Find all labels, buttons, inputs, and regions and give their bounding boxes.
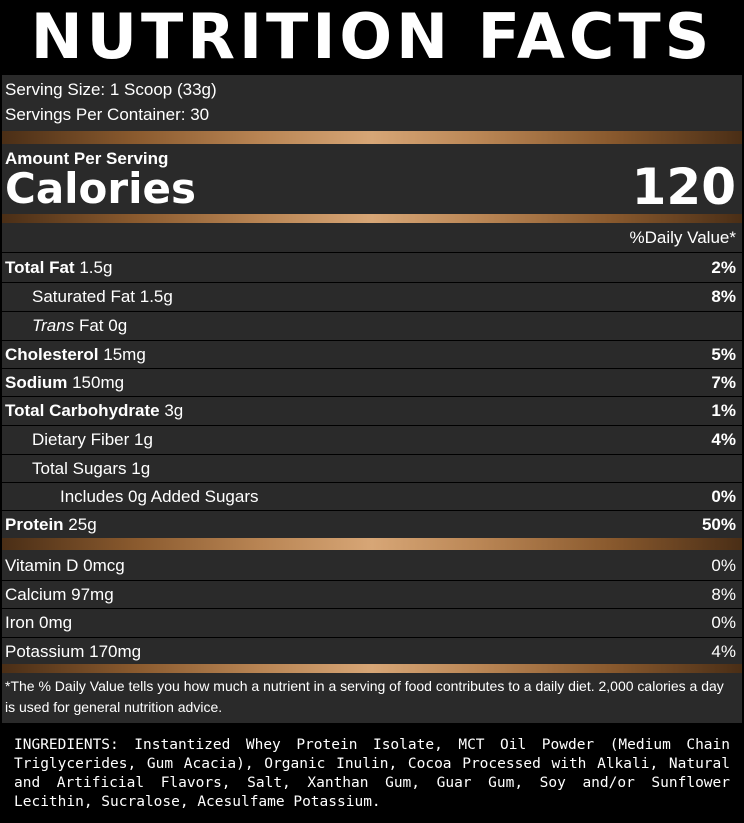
nutrient-name: Sodium — [5, 373, 68, 392]
nutrient-amount: 0g — [108, 316, 128, 335]
daily-value-header: %Daily Value* — [629, 228, 736, 247]
divider-line — [2, 425, 742, 426]
nutrient-dv: 7% — [711, 373, 736, 392]
divider-line — [2, 396, 742, 397]
nutrient-name: Total Fat — [5, 258, 75, 277]
nutrient-name: Dietary Fiber — [32, 430, 130, 449]
nutrient-dv: 4% — [711, 430, 736, 449]
nutrient-amount: 25g — [68, 515, 97, 534]
divider-line — [2, 454, 742, 455]
vitamin-dv: 4% — [711, 642, 736, 661]
page-title: NUTRITION FACTS — [30, 0, 714, 73]
nutrient-dv: 8% — [711, 287, 736, 306]
vitamin-amount: 170mg — [89, 642, 142, 661]
nutrient-row-saturated-fat: Saturated Fat 1.5g 8% — [2, 283, 742, 311]
divider-line — [2, 340, 742, 341]
vitamin-name: Potassium — [5, 642, 85, 661]
vitamin-name: Iron — [5, 613, 35, 632]
nutrient-amount: 150mg — [72, 373, 125, 392]
nutrient-name: Includes 0g Added Sugars — [60, 487, 259, 506]
nutrient-row-total-sugars: Total Sugars 1g — [2, 455, 742, 483]
vitamin-name: Calcium — [5, 585, 67, 604]
divider-bar — [2, 131, 742, 144]
vitamin-amount: 0mcg — [83, 556, 125, 575]
nutrient-amount: 1.5g — [79, 258, 113, 277]
amount-per-serving: Amount Per Serving — [5, 149, 169, 168]
vitamin-name: Vitamin D — [5, 556, 79, 575]
nutrient-dv: 5% — [711, 345, 736, 364]
nutrient-name: Cholesterol — [5, 345, 99, 364]
nutrient-name-italic: Trans — [32, 316, 75, 335]
nutrient-name: Protein — [5, 515, 64, 534]
nutrient-row-total-carbohydrate: Total Carbohydrate 3g 1% — [2, 397, 742, 425]
divider-line — [2, 311, 742, 312]
divider-line — [2, 580, 742, 581]
vitamin-dv: 8% — [711, 585, 736, 604]
vitamin-amount: 97mg — [71, 585, 114, 604]
nutrient-amount: 1g — [131, 459, 151, 478]
ingredients-list: INGREDIENTS: Instantized Whey Protein Is… — [14, 737, 730, 810]
nutrient-amount: 1.5g — [139, 287, 173, 306]
nutrient-row-sodium: Sodium 150mg 7% — [2, 369, 742, 397]
divider-bar — [2, 214, 742, 223]
calories-value: 120 — [631, 158, 736, 216]
serving-size: Serving Size: 1 Scoop (33g) — [5, 80, 217, 99]
nutrient-dv: 50% — [701, 515, 736, 534]
calories-label: Calories — [5, 164, 197, 213]
nutrient-row-trans-fat: Trans Fat 0g — [2, 312, 742, 340]
vitamin-row-calcium: Calcium 97mg 8% — [2, 581, 742, 609]
daily-value-footnote: *The % Daily Value tells you how much a … — [5, 678, 724, 715]
divider-line — [2, 282, 742, 283]
nutrient-row-dietary-fiber: Dietary Fiber 1g 4% — [2, 426, 742, 454]
nutrient-amount: 1g — [134, 430, 153, 449]
vitamin-dv: 0% — [711, 556, 736, 575]
nutrient-amount: 15mg — [103, 345, 146, 364]
divider-line — [2, 252, 742, 253]
nutrient-name: Total Sugars — [32, 459, 127, 478]
divider-line — [2, 637, 742, 638]
vitamin-row-iron: Iron 0mg 0% — [2, 609, 742, 637]
nutrient-name: Total Carbohydrate — [5, 401, 160, 420]
nutrient-name: Saturated Fat — [32, 287, 136, 306]
vitamin-amount: 0mg — [39, 613, 73, 632]
nutrient-row-protein: Protein 25g 50% — [2, 511, 742, 539]
nutrient-row-total-fat: Total Fat 1.5g 2% — [2, 254, 742, 282]
nutrition-panel — [2, 75, 742, 723]
nutrient-dv: 0% — [711, 487, 736, 506]
divider-bar — [2, 538, 742, 550]
vitamin-dv: 0% — [711, 613, 736, 632]
vitamin-row-vitamin-d: Vitamin D 0mcg 0% — [2, 552, 742, 580]
nutrient-dv: 2% — [711, 258, 736, 277]
nutrient-dv: 1% — [711, 401, 736, 420]
divider-line — [2, 368, 742, 369]
nutrient-row-added-sugars: Includes 0g Added Sugars 0% — [2, 483, 742, 511]
divider-bar — [2, 664, 742, 673]
divider-line — [2, 482, 742, 483]
vitamin-row-potassium: Potassium 170mg 4% — [2, 638, 742, 666]
servings-per-container: Servings Per Container: 30 — [5, 105, 210, 124]
nutrient-amount: 3g — [164, 401, 184, 420]
divider-line — [2, 510, 742, 511]
divider-line — [2, 608, 742, 609]
nutrient-row-cholesterol: Cholesterol 15mg 5% — [2, 341, 742, 369]
nutrient-name: Fat — [78, 316, 104, 335]
